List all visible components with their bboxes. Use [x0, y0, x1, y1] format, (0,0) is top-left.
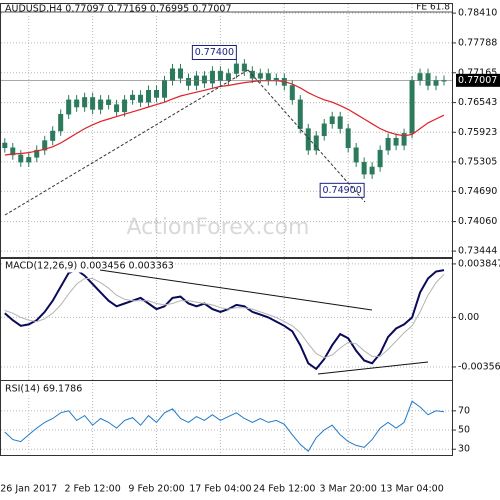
candle-body	[361, 161, 367, 175]
y-tick-label: 0.00	[458, 312, 479, 323]
moving-average	[4, 80, 445, 156]
y-tick-label: 30	[458, 444, 470, 455]
y-tick-label: 0.77165	[458, 67, 497, 78]
candle-body	[401, 133, 407, 146]
candle-body	[313, 135, 319, 151]
candle-body	[138, 94, 144, 103]
candle-body	[10, 147, 16, 156]
x-tick-label: 13 Mar 04:00	[380, 484, 443, 495]
title-background	[4, 382, 84, 396]
candle-body	[122, 99, 128, 113]
candle-body	[353, 147, 359, 163]
candle-body	[209, 70, 215, 84]
panel-title: AUDUSD,H4 0.77097 0.77169 0.76995 0.7700…	[5, 4, 232, 15]
candle-body	[177, 68, 183, 79]
series-line	[4, 273, 445, 359]
candle-body	[50, 130, 56, 141]
candle-body	[369, 166, 375, 175]
candle-body	[433, 80, 439, 86]
candle-body	[265, 73, 271, 81]
candle-body	[106, 99, 112, 105]
candle-body	[257, 73, 263, 79]
rsi-frame	[0, 380, 453, 456]
last-price-box	[456, 73, 500, 87]
candle-body	[154, 90, 160, 98]
candle-body	[305, 128, 311, 151]
candle-body	[225, 73, 231, 81]
candle-body	[329, 116, 335, 125]
candle-body	[58, 113, 64, 132]
candle-body	[241, 63, 247, 72]
y-tick-label: 70	[458, 405, 470, 416]
candle-body	[385, 137, 391, 151]
candle-body	[393, 137, 399, 146]
x-tick-label: 3 Mar 20:00	[319, 484, 376, 495]
annotation-box	[319, 182, 365, 198]
candle-body	[162, 80, 168, 98]
candle-body	[18, 154, 24, 163]
y-tick-label: -0.003562	[458, 361, 500, 372]
y-tick-label: 0.74060	[458, 216, 497, 227]
trend-line	[4, 69, 249, 216]
y-tick-label: 0.75923	[458, 127, 497, 138]
panel-title: RSI(14) 69.1786	[5, 384, 82, 395]
candle-body	[185, 78, 191, 86]
candle-body	[289, 85, 295, 101]
candle-body	[169, 68, 175, 81]
x-tick-label: 24 Feb 12:00	[253, 484, 315, 495]
y-tick-label: 0.003847	[458, 258, 500, 269]
candle-body	[146, 90, 152, 103]
panel-title: MACD(12,26,9) 0.003456 0.003363	[5, 261, 174, 272]
candle-body	[425, 73, 431, 86]
candle-body	[98, 99, 104, 110]
title-background	[4, 259, 175, 273]
y-tick-label: 50	[458, 425, 470, 436]
annotation-label: 0.74900	[322, 185, 361, 196]
annotation-label: 0.77400	[195, 47, 234, 58]
x-tick-label: 17 Feb 04:00	[189, 484, 251, 495]
candle-body	[233, 63, 239, 74]
candle-body	[66, 99, 72, 115]
fe-label: FE 61.8	[416, 3, 450, 13]
y-tick-label: 0.74690	[458, 186, 497, 197]
candle-body	[193, 75, 199, 86]
x-tick-label: 2 Feb 12:00	[64, 484, 120, 495]
candle-body	[321, 123, 327, 137]
y-tick-label: 0.75305	[458, 156, 497, 167]
price-frame	[0, 3, 453, 258]
x-tick-label: 26 Jan 2017	[0, 484, 57, 495]
last-price-label: 0.77007	[458, 75, 497, 86]
candle-body	[26, 157, 32, 163]
trend-line	[247, 69, 366, 203]
y-tick-label: 0.76543	[458, 97, 497, 108]
series-line	[4, 400, 445, 452]
candle-body	[2, 142, 8, 149]
annotation-box	[191, 45, 237, 61]
x-tick-label: 9 Feb 20:00	[128, 484, 184, 495]
macd-trend-line	[317, 361, 429, 375]
y-tick-label: 0.78410	[458, 8, 497, 19]
candle-body	[297, 99, 303, 129]
candle-body	[74, 99, 80, 108]
candle-body	[377, 149, 383, 168]
candle-body	[217, 70, 223, 81]
candle-body	[409, 80, 415, 134]
candle-body	[130, 94, 136, 101]
y-tick-label: 0.73444	[458, 246, 497, 257]
candle-body	[337, 116, 343, 129]
candle-body	[42, 140, 48, 151]
candle-body	[90, 97, 96, 110]
y-tick-label: 0.77788	[458, 37, 497, 48]
candle-body	[114, 104, 120, 113]
candle-body	[345, 128, 351, 149]
candle-body	[34, 149, 40, 158]
watermark: ActionForex.com	[127, 215, 310, 240]
candle-body	[201, 75, 207, 84]
candle-body	[417, 73, 423, 81]
candle-body	[82, 97, 88, 108]
macd-trend-line	[99, 269, 373, 311]
